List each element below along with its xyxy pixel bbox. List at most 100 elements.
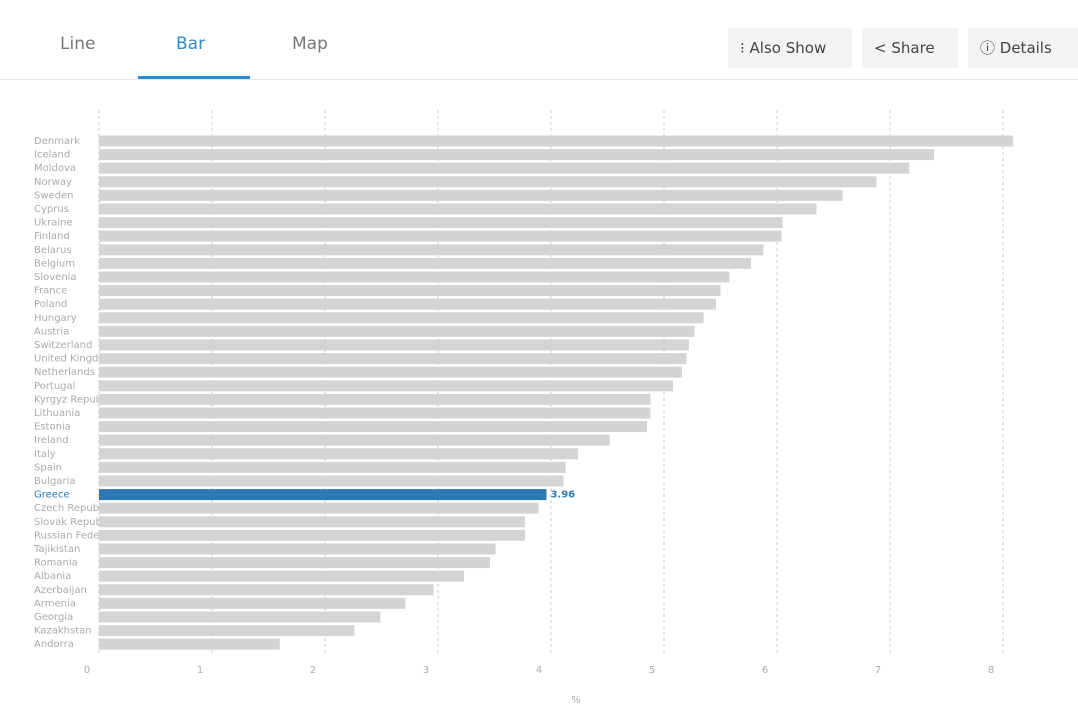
y-tick-label: Tajikistan	[33, 544, 80, 555]
bar	[99, 353, 687, 365]
y-tick-label: Romania	[34, 558, 78, 569]
bar	[99, 543, 496, 555]
button-label: Details	[999, 39, 1052, 57]
bar	[99, 597, 406, 609]
bar	[99, 325, 695, 337]
button[interactable]: ⁝ Also Show	[728, 28, 852, 68]
y-tick-label: Moldova	[34, 163, 76, 174]
bar	[99, 285, 721, 297]
x-tick-label: 5	[649, 665, 655, 676]
tab[interactable]: Bar	[176, 34, 206, 54]
bar	[99, 461, 566, 473]
bar	[99, 448, 579, 460]
bar	[99, 149, 935, 161]
bar	[99, 244, 764, 256]
y-tick-label: Armenia	[34, 598, 76, 609]
y-tick-label: Switzerland	[34, 340, 92, 351]
y-tick-label: Kyrgyz Republic	[34, 394, 113, 405]
tab-underline	[138, 76, 250, 79]
x-axis-label: %	[571, 695, 581, 706]
bar	[99, 516, 526, 528]
tab[interactable]: Map	[292, 34, 328, 54]
y-tick-label: Iceland	[34, 150, 70, 161]
y-tick-label: United Kingdom	[34, 354, 114, 365]
y-tick-label: Andorra	[34, 639, 74, 650]
bar	[99, 298, 716, 310]
y-tick-label: Belgium	[34, 258, 75, 269]
bar	[99, 557, 490, 569]
y-tick-label: Norway	[34, 177, 72, 188]
x-tick-label: 1	[197, 665, 203, 676]
y-tick-label: Cyprus	[34, 204, 69, 215]
bar	[99, 230, 782, 242]
bar	[99, 475, 564, 487]
chart: 0 1 2 3 4 5 6 7 8% Denmark Iceland Moldova Norway Swe…	[33, 110, 1014, 706]
x-tick-label: 7	[875, 665, 881, 676]
y-tick-label: Czech Republic	[34, 503, 110, 514]
bar	[99, 257, 752, 269]
y-tick-label: Kazakhstan	[34, 626, 92, 637]
y-tick-label: Russian Federation	[34, 530, 129, 541]
bar	[99, 339, 689, 351]
x-tick-label: 8	[988, 665, 994, 676]
y-tick-label: Denmark	[34, 136, 80, 147]
y-tick-label: Ireland	[34, 435, 69, 446]
x-tick-label: 0	[84, 665, 90, 676]
tab[interactable]: Line	[60, 34, 96, 54]
button[interactable]: < Share	[862, 28, 958, 68]
button-label: Also Show	[749, 39, 827, 57]
y-tick-label: Georgia	[34, 612, 73, 623]
y-tick-label: Estonia	[34, 422, 71, 433]
bar	[99, 434, 610, 446]
bar	[99, 625, 355, 637]
y-tick-label: Spain	[34, 462, 62, 473]
y-tick-label: Azerbaijan	[34, 585, 87, 596]
y-tick-label: Portugal	[34, 381, 75, 392]
bar	[99, 162, 910, 174]
bar	[99, 502, 539, 514]
button[interactable]: ⓘ Details	[968, 28, 1078, 68]
y-tick-label: Sweden	[34, 190, 74, 201]
bar	[99, 407, 651, 419]
x-tick-label: 3	[423, 665, 429, 676]
x-tick-label: 4	[536, 665, 542, 676]
bar	[99, 271, 730, 283]
bar	[99, 312, 704, 324]
bar	[99, 135, 1014, 147]
y-tick-label: Ukraine	[34, 218, 73, 229]
button-label: Share	[891, 39, 935, 57]
y-tick-label: Netherlands	[34, 367, 95, 378]
bar	[99, 203, 817, 215]
bar	[99, 489, 547, 501]
y-tick-label: Albania	[34, 571, 71, 582]
y-tick-label: Bulgaria	[34, 476, 75, 487]
bar	[99, 393, 651, 405]
bar	[99, 529, 526, 541]
bar	[99, 366, 683, 378]
bar	[99, 380, 674, 392]
bar	[99, 611, 381, 623]
bar	[99, 176, 877, 188]
bar	[99, 584, 434, 596]
data-label: 3.96	[550, 490, 575, 501]
y-tick-label: Finland	[34, 231, 70, 242]
y-tick-label: Poland	[34, 299, 67, 310]
y-tick-label: Hungary	[34, 313, 77, 324]
bar	[99, 638, 280, 650]
y-tick-label: Austria	[34, 326, 69, 337]
bar	[99, 217, 783, 229]
bar	[99, 421, 648, 433]
bar	[99, 189, 843, 201]
x-tick-label: 6	[762, 665, 768, 676]
y-tick-label: France	[34, 286, 67, 297]
y-tick-label: Belarus	[34, 245, 72, 256]
y-tick-label: Italy	[34, 449, 56, 460]
x-tick-label: 2	[310, 665, 316, 676]
y-tick-label: Greece	[34, 490, 70, 501]
y-tick-label: Lithuania	[34, 408, 80, 419]
toolbar: Line Bar Map ⁝ Also Show < Share ⓘ Detai…	[0, 0, 1078, 80]
y-tick-label: Slovak Republic	[34, 517, 113, 528]
y-tick-label: Slovenia	[34, 272, 77, 283]
bar	[99, 570, 464, 582]
